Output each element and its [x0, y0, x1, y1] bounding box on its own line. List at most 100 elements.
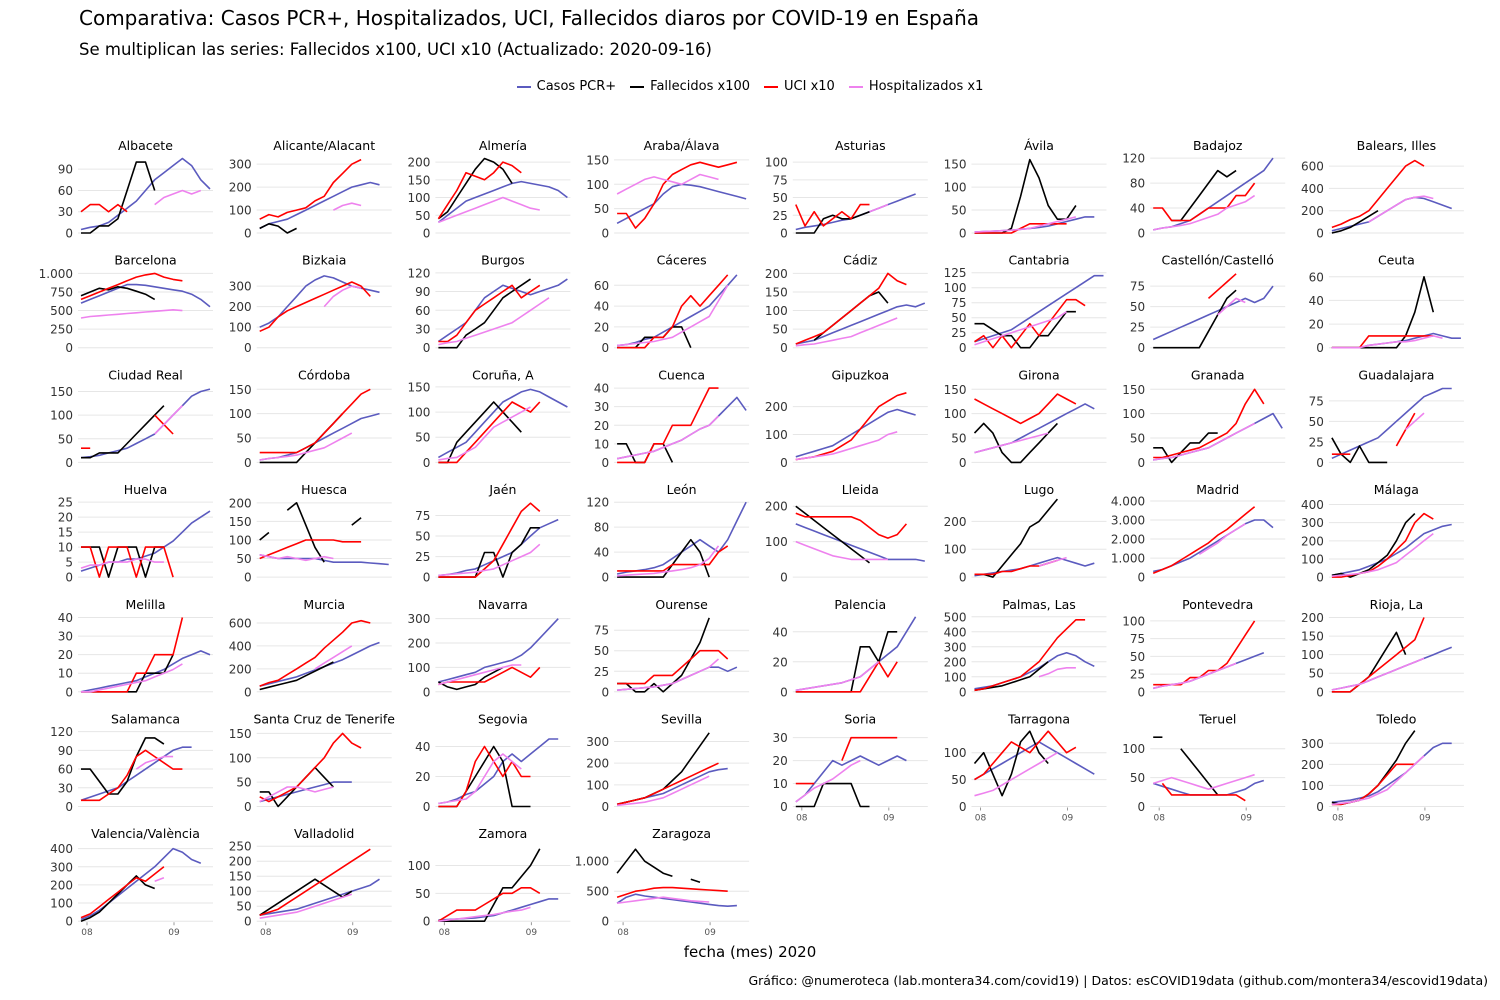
series-line-uci: [1153, 182, 1256, 222]
series-line-hospitalizados: [1331, 755, 1425, 806]
series-line-uci: [795, 203, 870, 227]
panel-ciudad-real: Ciudad Real 0 50 100 150: [50, 367, 213, 470]
y-tick-label: 0: [601, 341, 609, 355]
y-tick-label: 20: [1309, 318, 1324, 332]
y-tick-label: 0: [244, 341, 252, 355]
y-tick-label: 150: [765, 285, 788, 299]
y-tick-label: 300: [229, 158, 252, 172]
series-line-hospitalizados: [1331, 335, 1443, 349]
series-line-casos: [795, 616, 917, 692]
series-line-uci: [974, 559, 1058, 576]
series-line-fallecidos: [259, 878, 353, 916]
series-line-casos: [617, 274, 738, 347]
panel-title: Albacete: [118, 138, 173, 153]
panel-leon: León 0 40 80 120: [586, 482, 750, 585]
panel-alicante-alacant: Alicante/Alacant 0 100 200 300: [229, 138, 392, 241]
y-tick-label: 30: [58, 781, 73, 795]
y-tick-label: 10: [58, 667, 73, 681]
series-line-fallecidos: [616, 848, 673, 877]
series-line-uci: [437, 887, 541, 922]
x-tick-label: 08: [975, 814, 987, 824]
y-tick-label: 400: [944, 625, 967, 639]
panel-title: Zaragoza: [652, 826, 711, 841]
panel-asturias: Asturias 0 25 50 75 100: [765, 138, 928, 241]
y-tick-label: 60: [58, 763, 73, 777]
y-tick-label: 25: [415, 550, 430, 564]
y-tick-label: 750: [50, 285, 73, 299]
panel-title: Barcelona: [114, 253, 176, 268]
x-tick-label: 09: [1240, 814, 1252, 824]
y-tick-label: 0: [1138, 227, 1146, 241]
legend-key-fallecidos: [630, 85, 645, 88]
x-tick-label: 09: [347, 928, 359, 938]
y-tick-label: 10: [58, 541, 73, 555]
x-tick-label: 08: [796, 814, 808, 824]
series-line-casos: [438, 618, 559, 683]
y-tick-label: 50: [951, 204, 966, 218]
y-tick-label: 40: [415, 740, 430, 754]
series-line-uci: [617, 387, 719, 464]
series-line-casos: [1152, 285, 1274, 341]
series-line-casos: [259, 275, 380, 328]
y-tick-label: 1.000: [39, 267, 73, 281]
y-tick-label: 200: [765, 500, 788, 514]
y-tick-label: 1.000: [575, 855, 609, 869]
series-line-hospitalizados: [1217, 297, 1246, 316]
panel-title: Lugo: [1024, 482, 1054, 497]
y-tick-label: 50: [415, 431, 430, 445]
y-tick-label: 300: [944, 640, 967, 654]
y-tick-label: 150: [229, 727, 252, 741]
series-line-hospitalizados: [795, 317, 898, 347]
series-line-uci: [1331, 512, 1434, 578]
y-tick-label: 80: [594, 521, 609, 535]
panel-title: Madrid: [1196, 482, 1239, 497]
y-tick-label: 20: [415, 770, 430, 784]
series-line-hospitalizados: [1405, 412, 1425, 431]
y-tick-label: 20: [773, 655, 788, 669]
series-line-casos: [438, 518, 559, 577]
y-tick-label: 50: [58, 432, 73, 446]
legend-item-casos: Casos PCR+: [516, 79, 616, 94]
series-line-fallecidos: [1331, 210, 1379, 234]
series-line-casos: [616, 767, 728, 806]
y-tick-label: 50: [1130, 771, 1145, 785]
y-tick-label: 10: [594, 437, 609, 451]
series-line-hospitalizados: [617, 658, 720, 691]
x-tick-label: 08: [260, 928, 272, 938]
series-line-fallecidos: [1331, 631, 1407, 693]
series-line-uci: [438, 401, 541, 464]
y-tick-label: 0: [601, 571, 609, 585]
y-tick-label: 0: [1138, 341, 1146, 355]
series-line-uci: [437, 161, 522, 220]
series-line-hospitalizados: [135, 755, 174, 770]
series-line-hospitalizados: [438, 753, 522, 805]
series-line-hospitalizados: [323, 285, 362, 308]
y-tick-label: 100: [586, 178, 609, 192]
series-line-casos: [259, 181, 380, 230]
y-tick-label: 15: [58, 526, 73, 540]
panel-title: Málaga: [1374, 482, 1419, 497]
panel-title: Palencia: [834, 597, 886, 612]
series-line-fallecidos: [1180, 748, 1219, 796]
series-line-uci: [259, 848, 371, 916]
series-line-uci: [617, 274, 729, 349]
y-tick-label: 0: [1316, 800, 1324, 814]
x-tick-label: 09: [1062, 814, 1074, 824]
panel-title: Castellón/Castelló: [1162, 253, 1274, 268]
series-line-casos: [259, 641, 380, 687]
panel-title: Navarra: [478, 597, 528, 612]
panel-madrid: Madrid 0 1.000 2.000 3.000 4.000: [1111, 482, 1286, 585]
series-line-fallecidos: [81, 737, 165, 795]
panel-gipuzkoa: Gipuzkoa 0 100 200: [765, 367, 928, 470]
series-line-hospitalizados: [438, 196, 540, 224]
series-line-uci: [974, 730, 1077, 781]
panel-title: Sevilla: [661, 712, 702, 727]
y-tick-label: 0: [1316, 456, 1324, 470]
y-tick-label: 200: [765, 400, 788, 414]
y-tick-label: 0: [423, 571, 431, 585]
y-tick-label: 0: [1316, 685, 1324, 699]
y-tick-label: 100: [407, 859, 430, 873]
y-tick-label: 0: [780, 456, 788, 470]
